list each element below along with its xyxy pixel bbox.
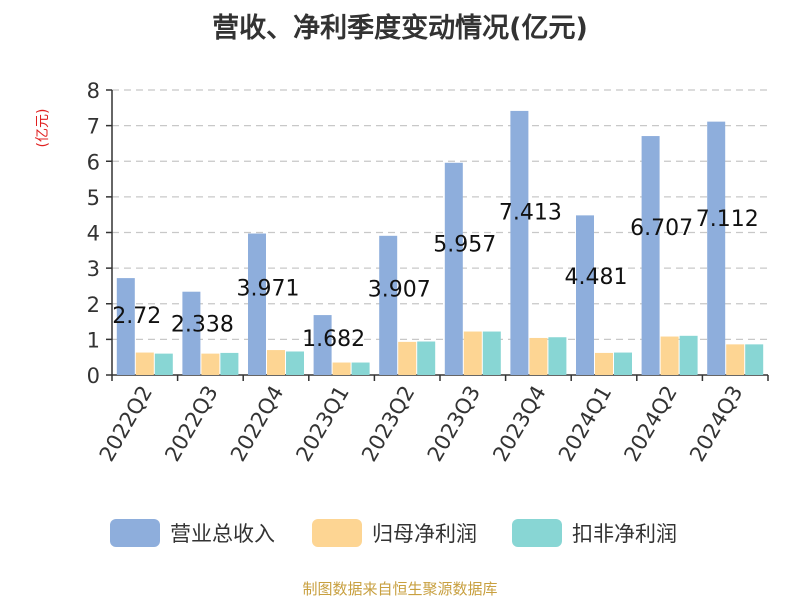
bar-1-2022Q2 bbox=[116, 278, 135, 375]
x-tick-label: 2024Q3 bbox=[685, 382, 747, 466]
x-tick-label: 2023Q4 bbox=[488, 382, 550, 466]
bar-3-2022Q2 bbox=[154, 353, 173, 375]
y-tick-label: 5 bbox=[87, 186, 100, 210]
bar-2-2024Q2 bbox=[660, 336, 679, 375]
data-label-2024Q2: 6.707 bbox=[630, 216, 693, 241]
data-label-2022Q2: 2.72 bbox=[112, 304, 161, 329]
legend-item-1[interactable]: 营业总收入 bbox=[110, 516, 275, 550]
data-label-2024Q3: 7.112 bbox=[696, 207, 759, 232]
y-tick-label: 1 bbox=[87, 328, 100, 352]
bar-2-2022Q4 bbox=[267, 350, 285, 375]
data-label-2022Q4: 3.971 bbox=[237, 276, 300, 301]
bar-2-2022Q3 bbox=[201, 353, 220, 375]
chart-title: 营收、净利季度变动情况(亿元) bbox=[212, 13, 588, 44]
y-tick-label: 7 bbox=[87, 115, 100, 139]
bar-3-2023Q3 bbox=[482, 331, 501, 375]
data-label-2023Q3: 5.957 bbox=[433, 232, 496, 257]
y-tick-label: 3 bbox=[87, 257, 100, 281]
bar-1-2023Q3 bbox=[444, 162, 463, 375]
bar-3-2023Q1 bbox=[351, 362, 370, 375]
chart-legend: 营业总收入 归母净利润 扣非净利润 bbox=[0, 516, 800, 550]
bar-3-2024Q3 bbox=[745, 344, 764, 375]
bar-3-2022Q3 bbox=[220, 352, 239, 375]
bar-3-2024Q1 bbox=[614, 352, 632, 375]
bar-2-2024Q3 bbox=[726, 344, 745, 375]
bar-2-2024Q1 bbox=[595, 352, 613, 375]
bar-1-2023Q4 bbox=[510, 110, 529, 376]
x-tick-label: 2023Q3 bbox=[423, 382, 485, 466]
x-tick-label: 2024Q2 bbox=[619, 382, 681, 466]
y-tick-label: 0 bbox=[87, 364, 100, 388]
x-tick-label: 2022Q4 bbox=[226, 382, 288, 466]
data-label-2022Q3: 2.338 bbox=[171, 312, 234, 337]
bar-2-2022Q2 bbox=[135, 352, 154, 375]
bar-2-2023Q1 bbox=[332, 362, 351, 375]
bar-1-2023Q2 bbox=[379, 235, 398, 375]
legend-label: 扣非净利润 bbox=[572, 522, 677, 546]
legend-swatch bbox=[110, 519, 160, 547]
x-tick-label: 2022Q2 bbox=[95, 382, 157, 466]
y-tick-label: 8 bbox=[87, 79, 100, 103]
legend-swatch bbox=[512, 519, 562, 547]
x-tick-label: 2022Q3 bbox=[160, 382, 222, 466]
legend-item-3[interactable]: 扣非净利润 bbox=[512, 516, 677, 550]
bar-3-2024Q2 bbox=[679, 335, 698, 375]
bar-3-2023Q2 bbox=[417, 341, 436, 375]
bar-2-2023Q3 bbox=[463, 331, 482, 375]
bar-1-2024Q2 bbox=[641, 136, 660, 375]
bar-1-2024Q3 bbox=[707, 121, 726, 375]
y-tick-label: 6 bbox=[87, 150, 100, 174]
data-label-2023Q2: 3.907 bbox=[368, 278, 431, 303]
data-label-2023Q1: 1.682 bbox=[302, 327, 365, 352]
source-note: 制图数据来自恒生聚源数据库 bbox=[302, 580, 498, 598]
bar-3-2023Q4 bbox=[548, 337, 567, 375]
bar-1-2022Q4 bbox=[248, 233, 266, 375]
bar-1-2022Q3 bbox=[182, 291, 201, 375]
x-tick-label: 2024Q1 bbox=[554, 382, 616, 466]
x-tick-label: 2023Q2 bbox=[357, 382, 419, 466]
data-label-2023Q4: 7.413 bbox=[499, 200, 562, 225]
legend-label: 营业总收入 bbox=[170, 522, 275, 546]
bar-2-2023Q4 bbox=[529, 337, 548, 375]
legend-swatch bbox=[312, 519, 362, 547]
bar-3-2022Q4 bbox=[286, 351, 304, 375]
bar-2-2023Q2 bbox=[398, 341, 417, 375]
y-tick-label: 2 bbox=[87, 293, 100, 317]
bar-1-2023Q1 bbox=[313, 315, 332, 375]
x-tick-label: 2023Q1 bbox=[291, 382, 353, 466]
data-label-2024Q1: 4.481 bbox=[565, 265, 628, 290]
legend-item-2[interactable]: 归母净利润 bbox=[312, 516, 477, 550]
bar-1-2024Q1 bbox=[576, 215, 594, 375]
legend-label: 归母净利润 bbox=[372, 522, 477, 546]
y-tick-label: 4 bbox=[87, 222, 100, 246]
